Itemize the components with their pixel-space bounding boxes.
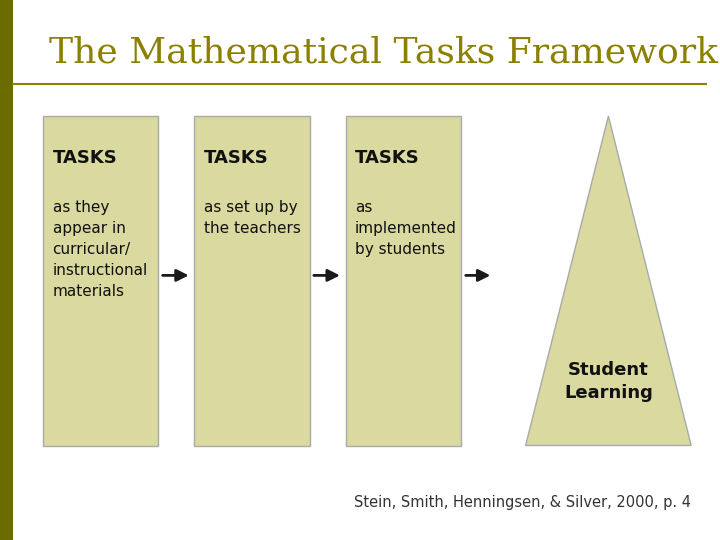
Text: TASKS: TASKS [53, 148, 117, 166]
Text: as they
appear in
curricular/
instructional
materials: as they appear in curricular/ instructio… [53, 200, 148, 299]
Text: as
implemented
by students: as implemented by students [355, 200, 456, 257]
Text: The Mathematical Tasks Framework: The Mathematical Tasks Framework [49, 35, 718, 69]
Text: TASKS: TASKS [355, 148, 420, 166]
Text: TASKS: TASKS [204, 148, 269, 166]
Text: as set up by
the teachers: as set up by the teachers [204, 200, 301, 236]
Bar [43, 116, 158, 446]
Text: Stein, Smith, Henningsen, & Silver, 2000, p. 4: Stein, Smith, Henningsen, & Silver, 2000… [354, 495, 691, 510]
Bar [194, 116, 310, 446]
Text: Student
Learning: Student Learning [564, 361, 653, 402]
Bar [346, 116, 461, 446]
Bar [0, 0, 13, 540]
Polygon shape [526, 116, 691, 446]
